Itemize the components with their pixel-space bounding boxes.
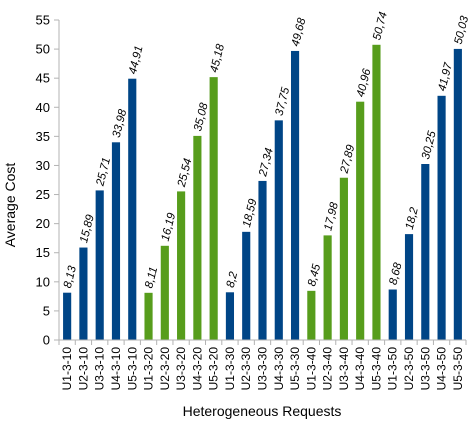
y-tick-label: 20 [36,216,50,231]
x-tick-label: U2-3-40 [321,347,335,391]
bar [95,190,104,340]
y-tick-label: 35 [36,129,50,144]
x-tick-label: U3-3-30 [256,347,270,391]
x-tick-label: U4-3-40 [353,347,367,391]
x-tick-label: U1-3-30 [223,347,237,391]
x-tick-label: U3-3-10 [93,347,107,391]
bar [79,247,88,340]
value-label: 45,18 [208,42,227,73]
x-tick-label: U2-3-10 [76,347,90,391]
bar [242,231,251,340]
x-tick-label: U4-3-50 [435,347,449,391]
value-label: 8,45 [306,262,323,287]
x-tick-label: U3-3-50 [418,347,432,391]
value-label: 8,11 [143,266,160,290]
bar [177,191,186,340]
bar [160,245,169,340]
x-tick-label: U4-3-20 [190,347,204,391]
y-tick-label: 10 [36,274,50,289]
y-axis-title: Average Cost [2,163,18,248]
y-tick-label: 0 [43,333,50,348]
x-tick-label: U4-3-10 [109,347,123,391]
y-tick-label: 55 [36,13,50,28]
value-label: 25,54 [176,157,195,189]
x-tick-label: U1-3-50 [386,347,400,391]
bar [323,235,332,340]
x-tick-label: U5-3-10 [125,347,139,391]
value-label: 8,13 [62,264,79,289]
x-tick-label: U1-3-10 [60,347,74,391]
x-tick-label: U3-3-40 [337,347,351,391]
bar [111,142,121,340]
y-tick-label: 45 [36,71,50,86]
bar [437,95,446,340]
x-axis: U1-3-10 U2-3-10 U3-3-10 U4-3-10 U5-3-10 U1-3-… [58,339,467,391]
y-tick-label: 5 [43,303,50,318]
bar [372,44,381,340]
x-tick-label: U2-3-50 [402,347,416,391]
value-label: 49,68 [290,16,309,47]
value-label: 27,89 [338,143,357,175]
x-tick-label: U3-3-20 [174,347,188,391]
bar [421,164,430,340]
bar [128,78,137,341]
bar [290,50,300,340]
x-tick-label: U4-3-30 [272,347,286,391]
y-tick-label: 15 [36,245,50,260]
x-tick-label: U1-3-20 [142,347,156,391]
value-label: 15,89 [78,213,97,244]
x-tick-label: U5-3-40 [369,347,383,391]
value-label: 16,19 [160,211,179,242]
value-label: 8,68 [388,261,405,286]
y-tick-label: 50 [36,42,50,57]
bar [356,101,365,340]
bar [209,77,218,340]
value-label: 25,71 [94,156,113,188]
value-label: 17,98 [322,201,341,232]
value-label: 18,2 [404,206,421,231]
x-axis-title: Heterogeneous Requests [183,403,342,419]
x-tick-label: U5-3-20 [207,347,221,391]
bar [274,120,283,340]
bar [339,177,348,340]
value-label: 8,2 [225,270,241,289]
bar [404,234,414,340]
bar [307,290,316,340]
y-tick-label: 30 [36,158,50,173]
bar [193,135,202,340]
y-axis: 0 5 10 15 20 25 30 35 40 45 50 55 [36,13,60,348]
value-label: 27,34 [257,147,276,179]
value-label: 50,74 [371,11,390,42]
value-label: 35,08 [192,101,211,132]
x-tick-label: U5-3-50 [451,347,465,391]
x-tick-label: U2-3-20 [158,347,172,391]
bar [63,292,72,340]
value-label: 44,91 [127,45,146,76]
value-label: 50,03 [453,14,469,45]
value-label: 18,59 [241,197,260,228]
value-label: 37,75 [274,86,293,117]
y-tick-label: 40 [36,100,50,115]
x-tick-label: U2-3-30 [239,347,253,391]
value-label: 30,25 [420,129,439,160]
bar [225,292,235,340]
y-tick-label: 25 [36,187,50,202]
x-tick-label: U1-3-40 [304,347,318,391]
bars [63,44,462,341]
bar [144,292,153,340]
x-tick-label: U5-3-30 [288,347,302,391]
value-label: 40,96 [355,67,374,98]
value-label: 41,97 [436,61,455,92]
bar [388,289,397,340]
value-label: 33,98 [111,108,130,139]
bar [258,180,267,340]
bar [453,48,462,341]
